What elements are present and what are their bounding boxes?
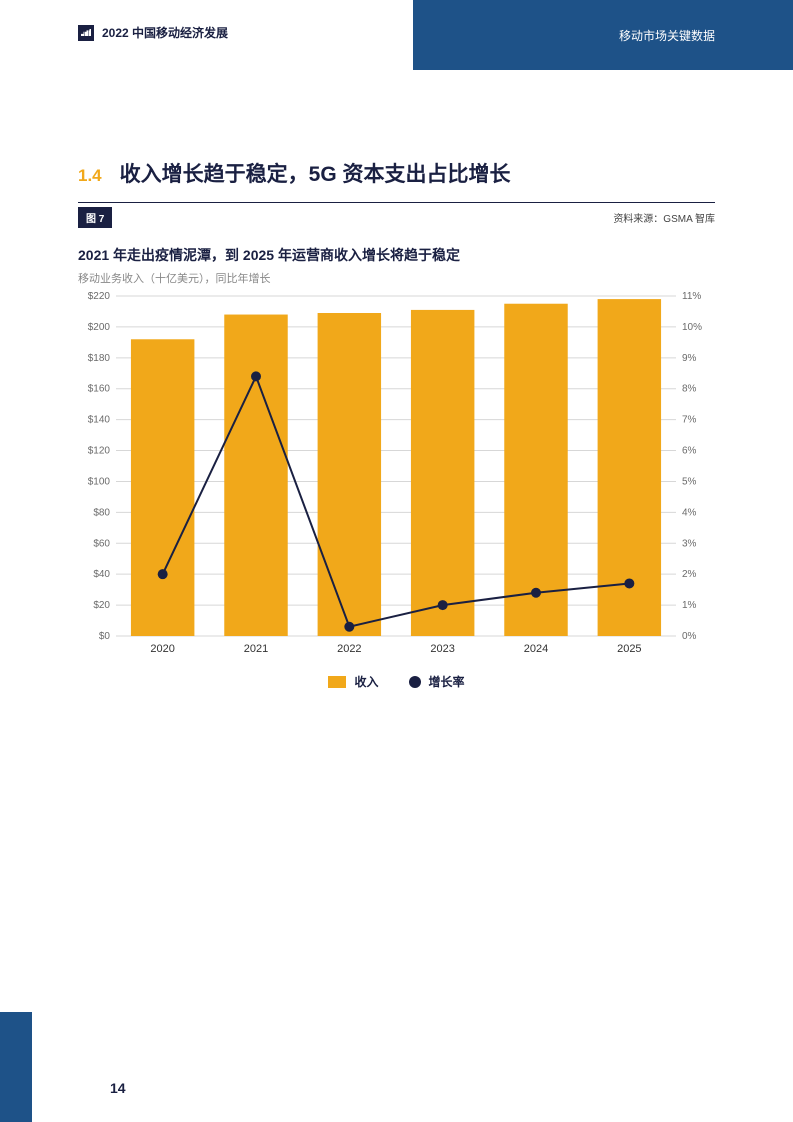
header-left-text: 2022 中国移动经济发展: [102, 24, 228, 41]
svg-text:4%: 4%: [682, 507, 697, 518]
svg-text:7%: 7%: [682, 415, 697, 426]
section-heading: 1.4 收入增长趋于稳定，5G 资本支出占比增长: [78, 158, 511, 188]
source-text: 资料来源：GSMA 智库: [613, 210, 715, 225]
svg-text:$200: $200: [88, 322, 111, 333]
svg-text:2%: 2%: [682, 569, 697, 580]
svg-text:2022: 2022: [337, 643, 361, 655]
svg-text:$180: $180: [88, 353, 111, 364]
svg-text:2021: 2021: [244, 643, 268, 655]
svg-text:$140: $140: [88, 415, 111, 426]
section-title: 收入增长趋于稳定，5G 资本支出占比增长: [120, 158, 511, 188]
svg-text:2020: 2020: [150, 643, 174, 655]
svg-text:$120: $120: [88, 446, 111, 457]
figure-badge: 图 7: [78, 207, 112, 228]
legend-bar-label: 收入: [354, 673, 378, 690]
svg-text:6%: 6%: [682, 446, 697, 457]
svg-text:8%: 8%: [682, 384, 697, 395]
svg-text:$80: $80: [93, 507, 110, 518]
svg-text:9%: 9%: [682, 353, 697, 364]
svg-text:2025: 2025: [617, 643, 641, 655]
legend-item-bar: 收入: [328, 673, 378, 690]
legend-swatch-dot: [409, 676, 421, 688]
revenue-growth-chart: $0 0% $20 1% $40 2% $60 3% $80 4% $100 5% $120 6% $140…: [78, 292, 714, 660]
svg-text:$60: $60: [93, 538, 110, 549]
legend-swatch-bar: [328, 676, 346, 688]
footer-accent-bar: [0, 1012, 32, 1122]
svg-text:$0: $0: [99, 631, 111, 642]
logo-icon: [78, 25, 94, 41]
svg-text:$20: $20: [93, 600, 110, 611]
svg-text:11%: 11%: [682, 292, 701, 302]
svg-text:5%: 5%: [682, 476, 697, 487]
chart-subtitle: 移动业务收入（十亿美元），同比年增长: [78, 270, 271, 286]
chart-title: 2021 年走出疫情泥潭，到 2025 年运营商收入增长将趋于稳定: [78, 245, 460, 265]
svg-text:$100: $100: [88, 476, 111, 487]
svg-text:2024: 2024: [524, 643, 548, 655]
chart-container: $0 0% $20 1% $40 2% $60 3% $80 4% $100 5% $120 6% $140…: [78, 292, 715, 690]
header-right-text: 移动市场关键数据: [619, 27, 715, 44]
svg-text:$220: $220: [88, 292, 111, 302]
header-left: 2022 中国移动经济发展: [78, 24, 228, 41]
svg-text:10%: 10%: [682, 322, 702, 333]
header-right-banner: 移动市场关键数据: [413, 0, 793, 70]
chart-legend: 收入 增长率: [78, 673, 715, 690]
svg-text:3%: 3%: [682, 538, 697, 549]
section-number: 1.4: [78, 166, 102, 186]
figure-badge-row: 图 7 资料来源：GSMA 智库: [78, 202, 715, 228]
legend-item-line: 增长率: [409, 673, 465, 690]
svg-text:2023: 2023: [430, 643, 454, 655]
svg-text:$160: $160: [88, 384, 111, 395]
svg-text:1%: 1%: [682, 600, 697, 611]
svg-text:0%: 0%: [682, 631, 697, 642]
legend-line-label: 增长率: [429, 673, 465, 690]
svg-text:$40: $40: [93, 569, 110, 580]
page-number: 14: [110, 1080, 126, 1096]
